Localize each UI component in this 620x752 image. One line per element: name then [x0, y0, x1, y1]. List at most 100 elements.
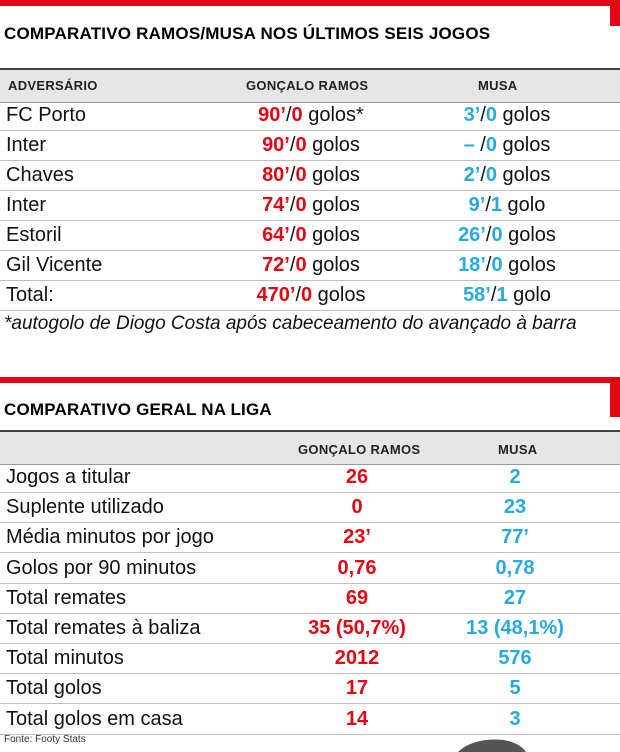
musa-value: 23 [503, 496, 527, 519]
musa-separator: / [485, 254, 492, 276]
ramos-goals: 0 [295, 134, 307, 156]
musa-value: 5 [509, 677, 521, 700]
ramos-value: 0 [351, 496, 363, 519]
musa-goals: 0 [485, 134, 497, 156]
ramos-cell: 90’/0 golos [236, 134, 386, 157]
section2-title: COMPARATIVO GERAL NA LIGA [4, 400, 272, 419]
ramos-value-cell: 0 [282, 496, 432, 519]
ramos-unit: golos [306, 224, 360, 246]
ramos-value: 35 [308, 617, 331, 639]
ramos-minutes: 90’ [262, 134, 290, 156]
musa-value: 2 [509, 466, 521, 488]
section2-header-musa: MUSA [498, 442, 538, 457]
section2-corner-bar [610, 377, 620, 417]
ramos-value: 26 [345, 466, 369, 488]
table-row: Inter 90’/0 golos – /0 golos [0, 130, 620, 161]
musa-value: 13 [466, 617, 489, 639]
stat-label: Média minutos por jogo [6, 526, 214, 549]
musa-cell: 26’/0 golos [432, 224, 582, 247]
musa-cell: 58’/1 golo [432, 284, 582, 307]
musa-value-cell: 5 [440, 677, 590, 700]
ramos-value-cell: 23’ [282, 526, 432, 549]
table-row: Suplente utilizado 0 23 [0, 492, 620, 524]
ramos-cell: 90’/0 golos* [236, 104, 386, 127]
musa-unit: golos [502, 224, 556, 246]
musa-minutes: 58’ [463, 284, 491, 306]
ramos-separator: / [289, 224, 296, 246]
footnote: *autogolo de Diogo Costa após cabeceamen… [4, 313, 577, 334]
ramos-unit: golos [306, 134, 360, 156]
ramos-separator: / [289, 194, 296, 216]
musa-goals: 0 [485, 164, 497, 186]
ramos-minutes: 64’ [262, 224, 290, 246]
musa-minutes: – [463, 134, 475, 156]
musa-value-cell: 3 [440, 708, 590, 731]
musa-separator: / [490, 284, 497, 306]
musa-cell: 3’/0 golos [432, 104, 582, 127]
musa-unit: golos [502, 254, 556, 276]
ramos-value-cell: 17 [282, 677, 432, 700]
musa-goals: 0 [485, 104, 497, 126]
ramos-goals: 0 [295, 164, 307, 186]
musa-value-cell: 27 [440, 587, 590, 610]
musa-value-cell: 0,78 [440, 557, 590, 580]
ramos-minutes: 80’ [262, 164, 290, 186]
musa-cell: 2’/0 golos [432, 164, 582, 187]
musa-separator: / [474, 134, 486, 156]
opponent-label: Inter [6, 134, 47, 156]
table-row: Total golos 17 5 [0, 673, 620, 705]
stat-label: Golos por 90 minutos [6, 556, 197, 579]
ramos-value-cell: 2012 [282, 647, 432, 670]
ramos-goals: 0 [291, 104, 303, 126]
musa-cell: 18’/0 golos [432, 254, 582, 277]
table-row: Total minutos 2012 576 [0, 643, 620, 675]
ramos-value-cell: 69 [282, 587, 432, 610]
musa-extra: (48,1%) [488, 617, 564, 639]
stat-label: Total minutos [6, 647, 124, 670]
musa-value-cell: 77’ [440, 526, 590, 549]
table-row: Golos por 90 minutos 0,76 0,78 [0, 553, 620, 584]
section1-corner-bar [610, 0, 620, 26]
ramos-value-cell: 0,76 [282, 557, 432, 580]
ramos-separator: / [295, 284, 301, 306]
ramos-value: 14 [345, 707, 369, 730]
ramos-goals: 0 [295, 194, 307, 216]
ramos-cell: 74’/0 golos [236, 194, 386, 217]
table-row: Média minutos por jogo 23’ 77’ [0, 522, 620, 554]
table-row: Total remates 69 27 [0, 583, 620, 614]
ramos-separator: / [285, 104, 292, 126]
ramos-minutes: 90’ [258, 104, 286, 126]
table-row: Total golos em casa 14 3 [0, 704, 620, 735]
musa-minutes: 2’ [463, 164, 481, 186]
musa-goals: 0 [491, 224, 503, 246]
ramos-value-cell: 35 (50,7%) [282, 617, 432, 640]
table-row: Total: 470’/0 golos 58’/1 golo [0, 280, 620, 311]
section2-header-ramos: GONÇALO RAMOS [298, 442, 421, 457]
opponent-label: Inter [6, 194, 47, 216]
musa-cell: – /0 golos [432, 134, 582, 157]
opponent-label: FC Porto [6, 104, 87, 126]
photo-fragment [458, 739, 526, 752]
table-row: Total remates à baliza 35 (50,7%) 13 (48,1… [0, 613, 620, 644]
source-credit: Fonte: Footy Stats [4, 734, 86, 745]
musa-value-cell: 2 [440, 466, 590, 489]
opponent-label: Estoril [6, 224, 62, 246]
ramos-unit: golos [306, 194, 360, 216]
musa-value: 77’ [501, 526, 529, 549]
section1-header-row [0, 68, 620, 103]
section1-top-bar [0, 0, 620, 6]
ramos-value: 2012 [334, 647, 380, 670]
ramos-goals: 0 [295, 254, 307, 276]
musa-minutes: 9’ [468, 194, 486, 216]
musa-unit: golo [502, 194, 546, 216]
table-row: Jogos a titular 26 2 [0, 462, 620, 493]
musa-goals: 1 [490, 194, 502, 216]
ramos-cell: 64’/0 golos [236, 224, 386, 247]
ramos-separator: / [289, 134, 296, 156]
ramos-value: 17 [345, 677, 369, 700]
ramos-minutes: 74’ [262, 194, 290, 216]
ramos-separator: / [289, 254, 296, 276]
ramos-value: 69 [345, 586, 369, 609]
ramos-minutes: 470’ [256, 284, 296, 306]
musa-value: 27 [503, 586, 527, 609]
